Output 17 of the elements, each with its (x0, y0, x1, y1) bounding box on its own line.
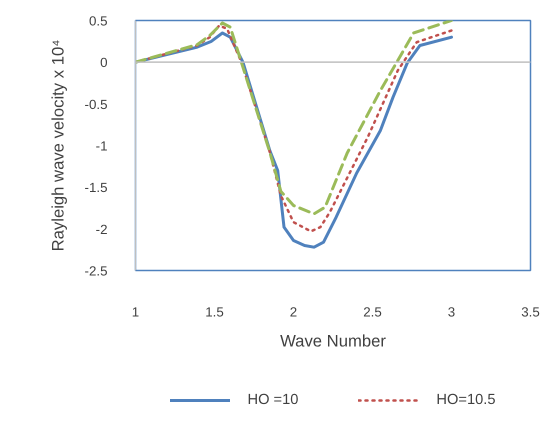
x-axis-title: Wave Number (280, 332, 386, 350)
y-tick-label: -2 (96, 222, 108, 237)
legend-label: HO=10.5 (436, 392, 496, 408)
x-tick-label: 3 (448, 304, 456, 320)
y-tick-label: -2.5 (84, 264, 108, 278)
y-tick-label: -1 (96, 138, 108, 154)
x-tick-label: 2.5 (363, 304, 382, 320)
x-tick-label: 3.5 (521, 304, 540, 320)
x-tick-label: 1 (132, 304, 140, 320)
x-tick-label: 1.5 (205, 304, 224, 320)
y-tick-label: 0 (100, 55, 108, 70)
y-tick-label: 0.5 (88, 14, 108, 28)
y-tick-label: -0.5 (84, 96, 108, 112)
x-tick-label: 2 (290, 304, 298, 320)
y-axis-title: Rayleigh wave velocity x 10⁴ (48, 40, 68, 252)
legend-label: HO =10 (248, 392, 298, 408)
y-tick-label: -1.5 (84, 180, 108, 196)
